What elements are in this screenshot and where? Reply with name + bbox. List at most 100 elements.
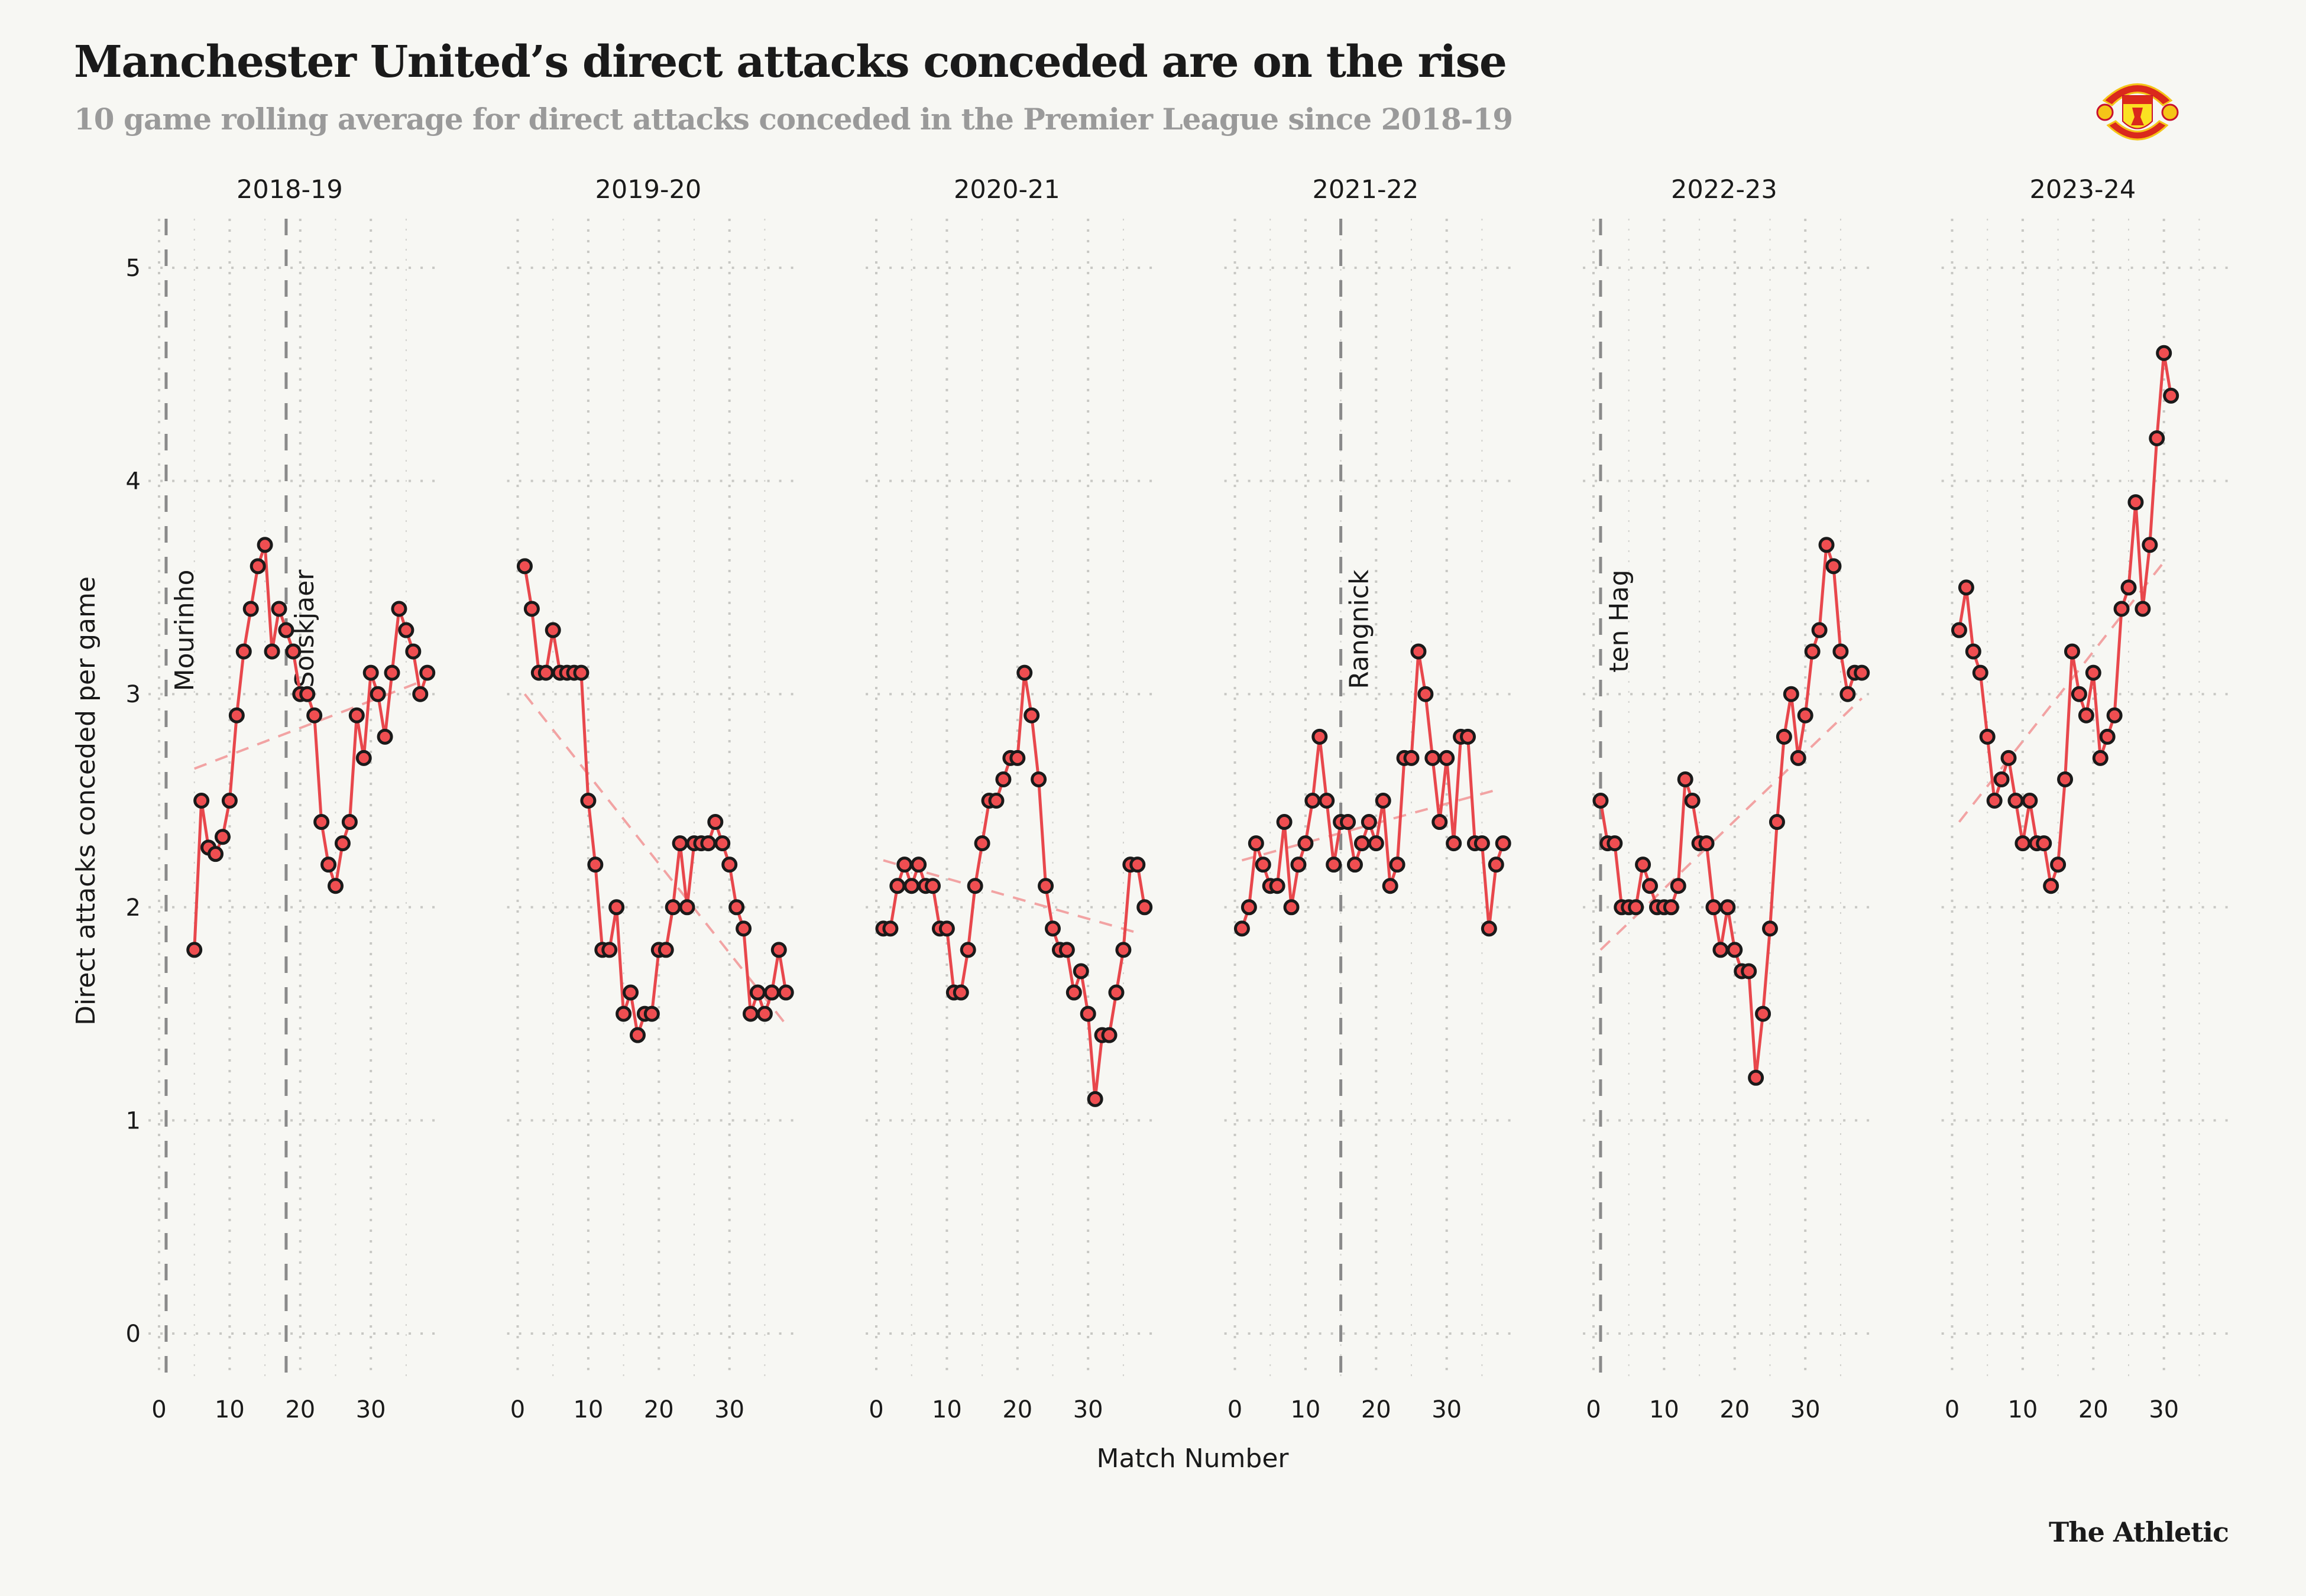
data-point [1488, 857, 1504, 873]
data-point [960, 942, 976, 958]
data-point [1818, 537, 1835, 553]
data-point [1115, 942, 1132, 958]
data-point [1839, 686, 1856, 702]
data-point [1951, 622, 1967, 638]
data-point [756, 1005, 773, 1022]
data-point [721, 857, 738, 873]
x-tick-label: 10 [215, 1396, 245, 1423]
data-point [1825, 558, 1842, 575]
data-point [714, 835, 731, 852]
x-tick-label: 20 [285, 1396, 315, 1423]
data-point [1797, 707, 1813, 724]
data-point [2050, 857, 2067, 873]
facet-title: 2023-24 [2030, 175, 2136, 205]
data-point [2127, 494, 2144, 511]
data-point [1790, 750, 1806, 766]
data-point [391, 601, 407, 617]
data-point [2156, 345, 2172, 361]
facet-title: 2020-21 [954, 175, 1060, 205]
facet-2020-21: 2020-21 0 10 20 30 [866, 175, 1155, 1423]
data-point [728, 899, 745, 916]
manager-label: ten Hag [1604, 570, 1634, 673]
data-point [1698, 835, 1715, 852]
crest-ball-right-icon [2161, 103, 2179, 121]
crest-ship-band [2123, 96, 2152, 104]
data-point [1776, 728, 1792, 745]
data-point [1304, 793, 1321, 809]
data-point [658, 942, 674, 958]
data-point [1283, 899, 1300, 916]
data-point [1635, 857, 1651, 873]
data-point [2022, 793, 2038, 809]
data-point [1361, 814, 1377, 831]
data-point [1233, 920, 1250, 937]
data-point [1972, 664, 1988, 681]
data-point [1276, 814, 1293, 831]
data-point [1417, 686, 1434, 702]
data-point [419, 664, 436, 681]
data-point [2149, 430, 2165, 446]
data-point [264, 643, 280, 660]
data-point [1080, 1005, 1096, 1022]
data-point [1741, 963, 1757, 979]
x-tick-label: 0 [1945, 1396, 1960, 1423]
data-point [1748, 1069, 1764, 1086]
data-point [257, 537, 273, 553]
data-point [2135, 601, 2151, 617]
data-point [214, 829, 231, 845]
data-point [2113, 601, 2130, 617]
facets: 2018-19 0 10 20 30 Mourinho Solskjaer 2019-20 0 1… [148, 175, 2231, 1423]
data-point [2036, 835, 2052, 852]
chart-title: Manchester United’s direct attacks conce… [74, 37, 1507, 87]
data-point [1473, 835, 1490, 852]
data-point [405, 643, 422, 660]
crest-bottom-banner [2106, 120, 2169, 141]
data-point [1642, 878, 1659, 894]
data-point [1705, 899, 1722, 916]
data-point [967, 878, 983, 894]
data-point [186, 942, 203, 958]
data-point [1290, 857, 1307, 873]
data-point [938, 920, 955, 937]
data-point [193, 793, 210, 809]
manager-label: Mourinho [170, 570, 200, 692]
facet-title: 2021-22 [1313, 175, 1419, 205]
data-point [271, 601, 287, 617]
data-point [1986, 793, 2003, 809]
facet-2023-24: 2023-24 0 10 20 30 [1941, 175, 2231, 1423]
data-point [398, 622, 414, 638]
data-point [1375, 793, 1391, 809]
facet-title: 2022-23 [1671, 175, 1777, 205]
x-tick-label: 30 [1073, 1396, 1103, 1423]
manager-label: Solskjaer [290, 569, 320, 688]
facet-2019-20: 2019-20 0 10 20 30 [507, 175, 797, 1423]
x-tick-label: 10 [573, 1396, 603, 1423]
data-point [1769, 814, 1785, 831]
data-point [1965, 643, 1981, 660]
data-point [601, 942, 618, 958]
y-tick-label: 5 [126, 255, 141, 282]
data-point [896, 857, 913, 873]
data-point [250, 558, 266, 575]
data-point [370, 686, 386, 702]
data-point [523, 601, 540, 617]
y-tick-label: 0 [126, 1321, 141, 1348]
data-point [1727, 942, 1743, 958]
data-point [208, 846, 224, 862]
data-point [1663, 899, 1679, 916]
data-point [1439, 750, 1455, 766]
y-axis-label: Direct attacks conceded per game [71, 576, 101, 1026]
data-point [616, 1005, 632, 1022]
data-point [2078, 707, 2094, 724]
data-point [1108, 984, 1125, 1001]
data-point [1073, 963, 1089, 979]
data-point [1136, 899, 1153, 916]
data-point [1670, 878, 1686, 894]
data-point [1045, 920, 1061, 937]
data-point [2007, 793, 2024, 809]
data-point [953, 984, 969, 1001]
data-point [1255, 857, 1271, 873]
data-point [235, 643, 252, 660]
data-point [341, 814, 358, 831]
data-point [1628, 899, 1644, 916]
